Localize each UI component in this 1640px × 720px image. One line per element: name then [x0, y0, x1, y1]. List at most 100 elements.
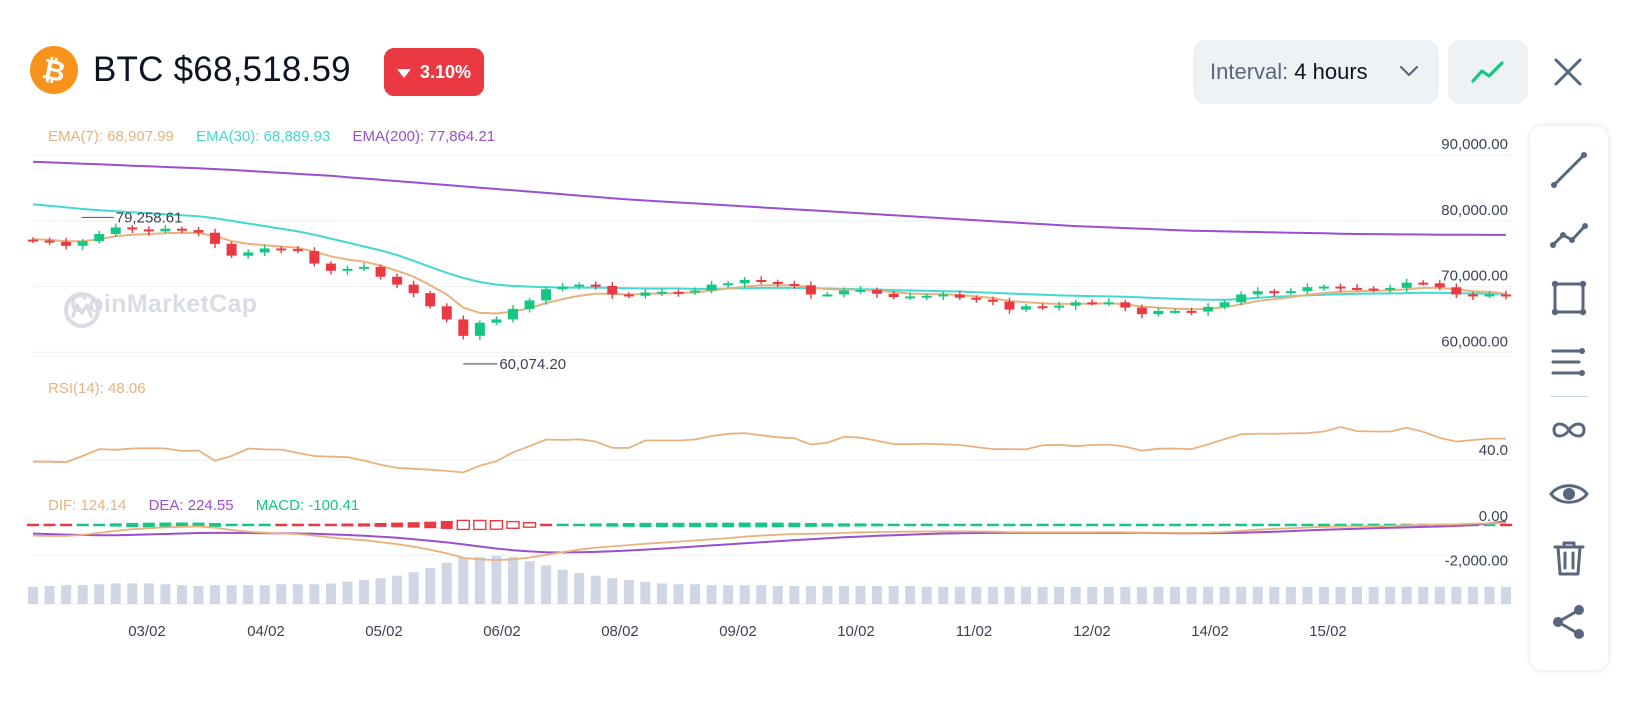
macd-histogram-bar: [556, 523, 569, 527]
macd-histogram-bar: [324, 523, 337, 527]
candle-body: [77, 241, 88, 246]
candle-body: [607, 285, 618, 295]
asset-symbol: BTC: [93, 50, 164, 89]
dif-line: [32, 522, 1507, 562]
candle-body: [160, 228, 171, 232]
tool-visibility[interactable]: [1530, 466, 1608, 522]
volume-bar: [954, 586, 965, 604]
volume-bar: [1285, 586, 1296, 604]
magnet-icon: [1552, 422, 1586, 438]
volume-bar: [392, 575, 403, 604]
price-chart[interactable]: 90,000.00 80,000.00 70,000.00 60,000.00 40.0…: [0, 120, 1520, 720]
candle-body: [491, 319, 502, 323]
volume-bar: [872, 586, 883, 604]
watermark-text: CoinMarketCap: [70, 290, 258, 318]
volume-bar: [342, 581, 353, 604]
macd-histogram-bar: [606, 523, 619, 527]
macd-histogram-bar: [589, 523, 602, 527]
share-icon: [1553, 605, 1584, 639]
polyline-icon: [1550, 223, 1588, 248]
macd-histogram-bar: [1483, 523, 1496, 527]
candle-body: [872, 289, 883, 294]
tool-delete[interactable]: [1530, 530, 1608, 586]
candle-body: [888, 293, 899, 298]
candle-body: [1219, 302, 1230, 307]
candle-body: [243, 252, 254, 256]
candle-body: [259, 248, 270, 253]
high-price-label: 79,258.61: [116, 209, 183, 226]
macd-histogram-bar: [424, 521, 437, 529]
tool-fibonacci[interactable]: [1530, 334, 1608, 390]
ema200-line: [32, 160, 1506, 236]
volume-bar: [772, 586, 783, 604]
macd-histogram-bar: [225, 523, 238, 527]
macd-histogram-bar: [887, 523, 900, 527]
candle-body: [838, 290, 849, 295]
volume-bar: [607, 578, 618, 604]
candle-body: [1434, 283, 1445, 288]
candle-body: [1169, 310, 1180, 313]
volume-bar: [1418, 586, 1429, 604]
volume-bar: [77, 585, 88, 604]
tool-polyline[interactable]: [1530, 206, 1608, 262]
x-tick-label: 06/02: [483, 623, 521, 640]
macd-histogram-bar: [1301, 523, 1314, 527]
macd-histogram-bar: [1251, 523, 1264, 527]
volume-bar: [28, 586, 38, 604]
price-change-value: 3.10%: [419, 61, 472, 82]
macd-histogram-bar: [76, 523, 89, 527]
asset-price: $68,518.59: [173, 50, 351, 89]
close-button[interactable]: [1548, 52, 1588, 92]
candle-body: [94, 234, 105, 242]
macd-histogram-bar: [1168, 523, 1181, 527]
macd-histogram-bar: [722, 522, 735, 528]
volume-bar: [888, 586, 899, 604]
candle-body: [590, 284, 601, 287]
x-tick-label: 04/02: [247, 623, 285, 640]
volume-bar: [673, 584, 684, 604]
volume-bar: [1318, 586, 1329, 604]
volume-bar: [1136, 586, 1147, 604]
chart-type-button[interactable]: [1448, 40, 1528, 104]
legend-ema7: EMA(7): 68,907.99: [48, 128, 174, 145]
tool-trend-line[interactable]: [1530, 142, 1608, 198]
volume-bar: [1434, 586, 1445, 604]
macd-histogram-bar: [1086, 523, 1099, 527]
tool-magnet[interactable]: [1530, 402, 1608, 458]
candle-body: [309, 251, 320, 264]
macd-histogram-bar: [738, 522, 751, 528]
candle-body: [971, 297, 982, 300]
candle-body: [1368, 288, 1379, 291]
macd-histogram-bar: [904, 523, 917, 527]
candle-body: [226, 243, 237, 256]
drawing-toolbar: [1530, 126, 1608, 670]
candle-body: [1318, 286, 1329, 289]
macd-histogram-bar: [291, 523, 304, 527]
macd-histogram-bar: [1135, 523, 1148, 527]
legend-macd: MACD: -100.41: [255, 497, 360, 514]
interval-dropdown[interactable]: Interval: 4 hours: [1193, 40, 1439, 104]
macd-histogram-bar: [573, 523, 586, 527]
candle-body: [706, 284, 717, 291]
tool-rectangle[interactable]: [1530, 270, 1608, 326]
macd-histogram-bar: [1317, 523, 1330, 527]
volume-bar: [243, 585, 254, 604]
macd-histogram-bar: [540, 523, 553, 527]
volume-bar: [1087, 586, 1098, 604]
volume-bar: [193, 586, 204, 604]
macd-histogram-bar: [837, 523, 850, 527]
macd-histogram-bar: [391, 522, 404, 528]
volume-bar: [739, 585, 750, 604]
chart-area[interactable]: 90,000.00 80,000.00 70,000.00 60,000.00 40.0…: [0, 120, 1520, 720]
candle-body: [1153, 310, 1164, 315]
price-tick-label: 60,000.00: [1441, 333, 1508, 350]
line-chart-icon: [1471, 61, 1504, 83]
price-tick-label: 70,000.00: [1441, 268, 1508, 285]
volume-bar: [94, 584, 105, 604]
candle-body: [359, 266, 370, 269]
svg-text:₿: ₿: [39, 52, 68, 89]
macd-histogram-bar: [1119, 523, 1132, 527]
volume-bar: [160, 584, 171, 604]
tool-share[interactable]: [1530, 594, 1608, 650]
volume-bar: [1401, 586, 1412, 604]
